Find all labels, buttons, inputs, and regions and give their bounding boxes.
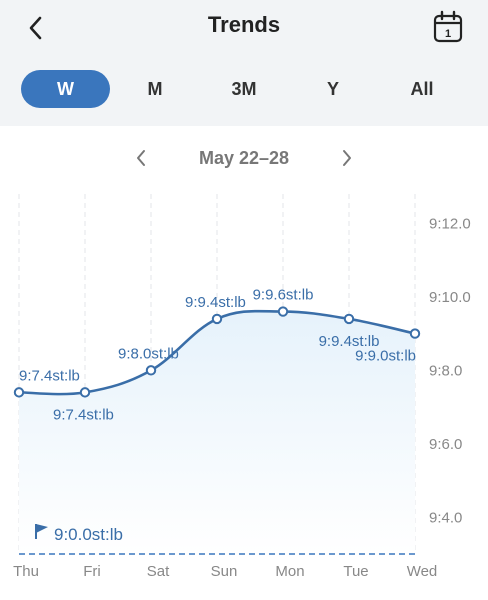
data-label-mon: 9:9.6st:lb	[253, 287, 314, 304]
x-tick-label-wed: Wed	[407, 563, 438, 580]
x-tick-label-thu: Thu	[13, 563, 39, 580]
data-label-sun: 9:9.4st:lb	[185, 294, 246, 311]
flag-icon	[35, 524, 48, 539]
app-header: Trends 1	[0, 0, 488, 54]
back-button[interactable]	[22, 14, 50, 42]
y-tick-label: 9:10.0	[429, 289, 471, 306]
x-tick-label-fri: Fri	[83, 563, 101, 580]
x-tick-label-sun: Sun	[211, 563, 238, 580]
page-title: Trends	[207, 12, 281, 37]
data-point-sun	[211, 313, 223, 325]
calendar-day-number: 1	[445, 28, 451, 40]
tab-year[interactable]: Y	[326, 79, 339, 99]
y-tick-label: 9:4.0	[429, 509, 462, 526]
tab-week[interactable]: W	[21, 70, 110, 108]
chevron-right-icon	[343, 150, 351, 166]
trend-area	[19, 311, 415, 554]
data-point-sat	[145, 365, 157, 376]
x-tick-label-tue: Tue	[343, 563, 368, 580]
date-navigator: May 22–28	[0, 140, 488, 176]
date-range-label: May 22–28	[198, 148, 290, 168]
tab-month[interactable]: M	[147, 79, 163, 99]
x-tick-label-sat: Sat	[147, 563, 170, 580]
chevron-left-icon	[137, 150, 145, 166]
x-tick-label-mon: Mon	[275, 563, 304, 580]
data-label-sat: 9:8.0st:lb	[118, 345, 179, 362]
data-point-tue	[343, 313, 355, 325]
flag-banner	[36, 524, 48, 533]
data-label-fri: 9:7.4st:lb	[53, 406, 114, 423]
next-range-button[interactable]	[335, 146, 359, 170]
y-tick-label: 9:12.0	[429, 215, 471, 232]
y-tick-label: 9:6.0	[429, 436, 462, 453]
data-label-wed: 9:9.0st:lb	[355, 348, 416, 365]
tab-all[interactable]: All	[410, 79, 434, 99]
weight-trend-chart: 9:0.0st:lb 9:4.0 9:6.0 9:8.0 9:10.0 9:12.0 9:7…	[13, 194, 471, 580]
tab-3-months[interactable]: 3M	[231, 79, 257, 99]
period-selector: W M 3M Y All	[0, 54, 488, 126]
data-point-thu	[13, 387, 25, 398]
data-label-thu: 9:7.4st:lb	[19, 367, 80, 384]
data-point-mon	[277, 306, 289, 317]
calendar-button[interactable]: 1	[432, 10, 464, 44]
previous-range-button[interactable]	[129, 146, 153, 170]
goal-label: 9:0.0st:lb	[54, 525, 123, 544]
data-point-wed	[409, 328, 421, 339]
calendar-icon: 1	[433, 10, 463, 43]
chevron-left-icon	[29, 16, 42, 40]
y-tick-label: 9:8.0	[429, 362, 462, 379]
data-point-fri	[79, 387, 91, 398]
data-label-tue: 9:9.4st:lb	[319, 333, 380, 350]
